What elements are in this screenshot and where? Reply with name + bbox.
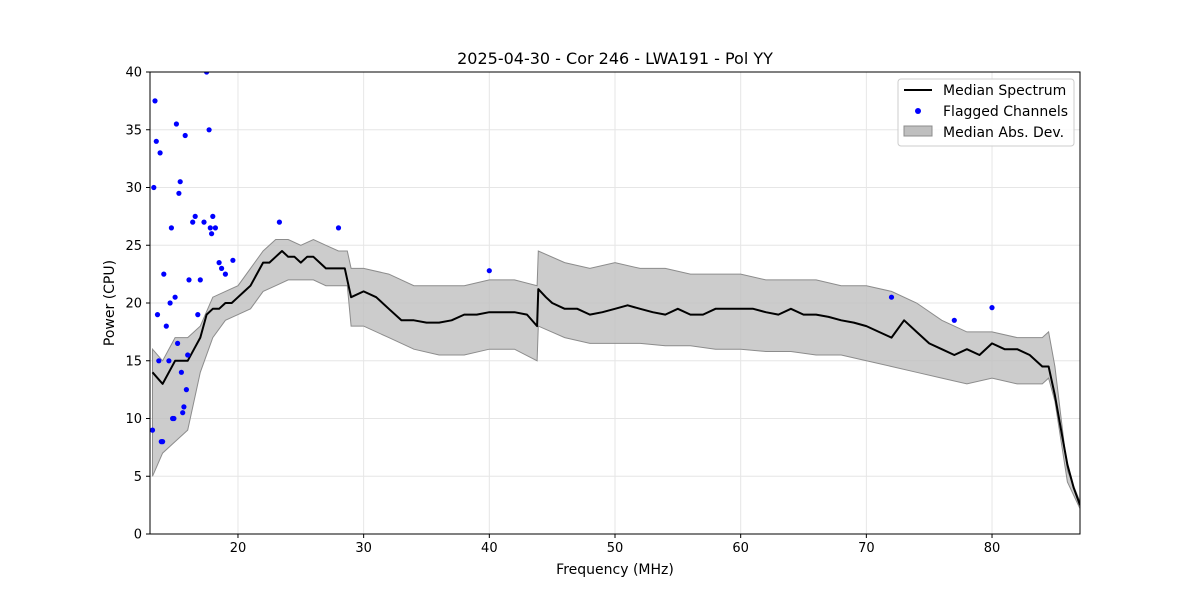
flagged-point xyxy=(222,271,228,277)
flagged-point xyxy=(209,231,215,237)
flagged-point xyxy=(486,268,492,274)
median-abs-dev-band xyxy=(152,238,1080,509)
x-tick-label: 70 xyxy=(858,541,875,556)
x-axis-label: Frequency (MHz) xyxy=(556,562,674,578)
flagged-point xyxy=(168,225,174,231)
flagged-point xyxy=(183,387,189,393)
flagged-point xyxy=(171,415,177,422)
flagged-point xyxy=(152,98,158,104)
y-tick-label: 0 xyxy=(134,528,142,543)
x-tick-label: 40 xyxy=(481,541,498,556)
flagged-channels xyxy=(150,72,995,445)
x-tick-label: 20 xyxy=(230,541,247,556)
flagged-point xyxy=(176,190,182,196)
legend-point-swatch xyxy=(915,108,921,114)
flagged-point xyxy=(195,312,201,318)
flagged-point xyxy=(167,300,173,306)
flagged-point xyxy=(276,219,282,225)
y-axis-label: Power (CPU) xyxy=(102,260,118,346)
flagged-point xyxy=(181,404,187,410)
flagged-point xyxy=(153,138,159,144)
x-tick-label: 80 xyxy=(984,541,1001,556)
y-tick-label: 20 xyxy=(125,297,142,312)
flagged-point xyxy=(160,439,166,445)
flagged-point xyxy=(207,225,213,231)
chart-title: 2025-04-30 - Cor 246 - LWA191 - Pol YY xyxy=(457,49,773,68)
flagged-point xyxy=(335,225,342,231)
y-tick-label: 5 xyxy=(134,470,142,485)
flagged-point xyxy=(156,358,162,364)
flagged-point xyxy=(192,213,198,219)
legend-band-swatch xyxy=(903,125,933,137)
flagged-point xyxy=(206,127,212,133)
flagged-point xyxy=(201,219,207,225)
band-area xyxy=(152,238,1080,509)
flagged-point xyxy=(166,358,172,364)
flagged-point xyxy=(175,340,181,346)
legend-entry-median-abs-dev: Median Abs. Dev. xyxy=(943,125,1064,141)
y-tick-label: 30 xyxy=(125,181,142,196)
flagged-point xyxy=(190,219,196,225)
x-tick-label: 50 xyxy=(607,541,624,556)
flagged-point xyxy=(888,294,895,300)
legend-box xyxy=(897,78,1075,147)
y-tick-label: 25 xyxy=(125,239,142,254)
x-tick-label: 30 xyxy=(355,541,372,556)
y-tick-label: 40 xyxy=(125,66,142,81)
legend: Median Spectrum Flagged Channels Median … xyxy=(897,78,1075,147)
median-spectrum-line xyxy=(151,250,1080,506)
flagged-point xyxy=(951,317,957,323)
flagged-point xyxy=(186,277,192,283)
flagged-point xyxy=(151,184,157,191)
flagged-point xyxy=(172,294,178,300)
flagged-point xyxy=(212,225,218,231)
flagged-point xyxy=(157,150,163,156)
flagged-point xyxy=(230,257,236,263)
legend-entry-median-spectrum: Median Spectrum xyxy=(943,83,1066,99)
flagged-point xyxy=(197,277,203,283)
flagged-point xyxy=(161,271,167,277)
flagged-point xyxy=(210,213,216,219)
y-tick-label: 35 xyxy=(125,123,142,138)
flagged-point xyxy=(150,427,156,433)
flagged-point xyxy=(185,352,191,358)
flagged-point xyxy=(216,260,222,266)
flagged-point xyxy=(178,369,184,375)
x-axis-ticks: 20 30 40 50 60 70 80 xyxy=(230,534,1001,556)
flagged-point xyxy=(989,305,995,311)
y-tick-label: 10 xyxy=(125,412,142,427)
flagged-point xyxy=(173,121,179,127)
flagged-point xyxy=(154,312,161,318)
flagged-point xyxy=(163,323,169,329)
flagged-point xyxy=(177,179,183,185)
y-tick-label: 15 xyxy=(125,354,142,369)
y-axis-ticks: 0 5 10 15 20 25 30 35 40 xyxy=(125,66,150,543)
flagged-point xyxy=(219,265,225,271)
legend-entry-flagged-channels: Flagged Channels xyxy=(943,104,1068,120)
x-tick-label: 60 xyxy=(732,541,749,556)
flagged-point xyxy=(180,410,186,416)
median-spectrum-path xyxy=(151,250,1080,506)
flagged-point xyxy=(204,72,210,75)
flagged-point xyxy=(182,132,188,139)
